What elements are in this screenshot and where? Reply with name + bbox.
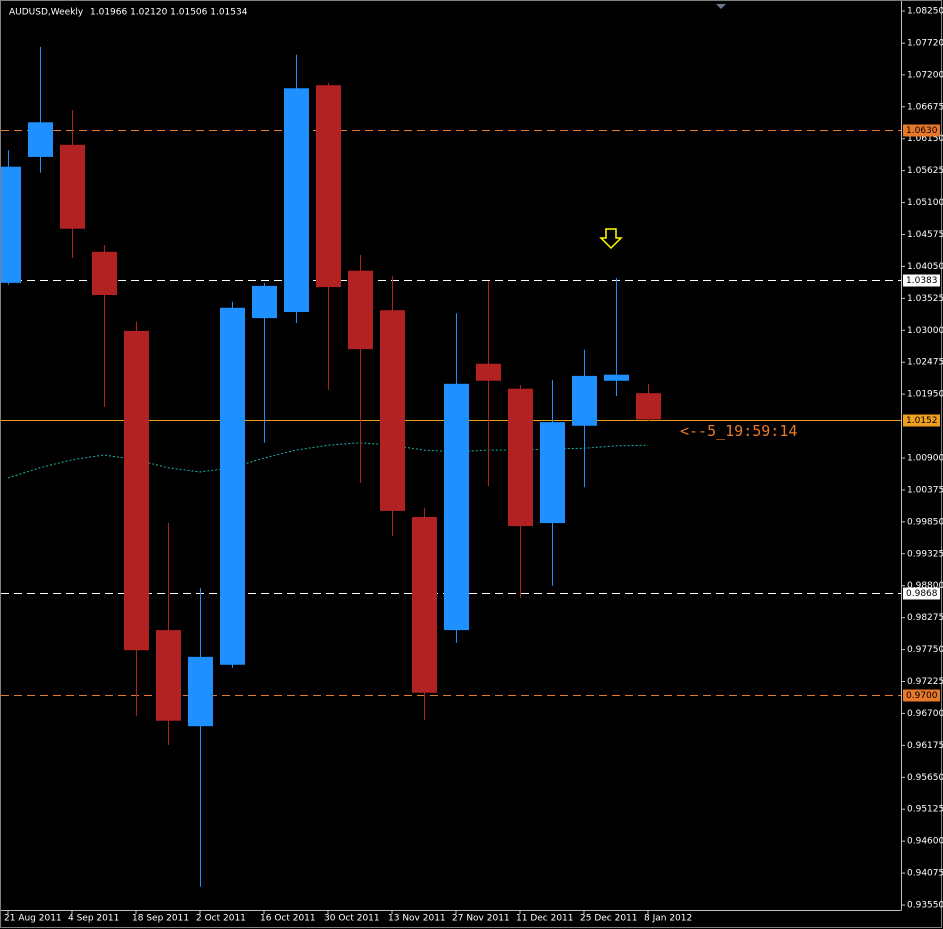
y-tick-label: 1.00375 xyxy=(907,485,943,495)
x-tick-label: 8 Jan 2012 xyxy=(644,914,692,924)
level-label: 1.0383 xyxy=(906,276,938,286)
candle-body xyxy=(220,307,245,665)
countdown: <--5_19:59:14 xyxy=(680,422,797,440)
candle-body xyxy=(124,330,149,651)
x-tick-label: 25 Dec 2011 xyxy=(580,914,638,924)
y-tick-label: 0.99325 xyxy=(907,549,943,559)
candle-body xyxy=(412,516,437,693)
candle-body xyxy=(540,422,565,524)
x-tick-label: 4 Sep 2011 xyxy=(68,914,119,924)
candle-body xyxy=(636,393,661,420)
candle-body xyxy=(284,88,309,313)
x-tick-label: 11 Dec 2011 xyxy=(516,914,574,924)
candle-body xyxy=(380,310,405,511)
y-tick-label: 1.08250 xyxy=(907,7,943,17)
y-tick-label: 0.95650 xyxy=(907,773,943,783)
candle-body xyxy=(508,388,533,527)
candle-body xyxy=(604,374,629,381)
candle-body xyxy=(252,285,277,319)
y-tick-label: 0.99850 xyxy=(907,517,943,527)
plot-area xyxy=(1,46,901,887)
y-tick-label: 0.95125 xyxy=(907,805,943,815)
y-tick-label: 0.96175 xyxy=(907,741,943,751)
y-tick-label: 1.04575 xyxy=(907,230,943,240)
y-tick-label: 1.01950 xyxy=(907,390,943,400)
signal-arrow xyxy=(599,228,623,250)
y-tick-label: 1.00900 xyxy=(907,454,943,464)
level-label-box xyxy=(903,124,940,137)
candle-body xyxy=(572,375,597,426)
ohlc-info: 1.01966 1.02120 1.01506 1.01534 xyxy=(90,8,248,18)
candle-body xyxy=(156,630,181,721)
y-tick-label: 0.94075 xyxy=(907,869,943,879)
chart-title: AUDUSD,Weekly xyxy=(9,8,84,18)
level-label: 0.9700 xyxy=(906,691,938,701)
y-tick-label: 1.03000 xyxy=(907,326,943,336)
y-tick-label: 1.04050 xyxy=(907,262,943,272)
x-tick-label: 16 Oct 2011 xyxy=(260,914,316,924)
y-tick-label: 1.06150 xyxy=(907,134,943,144)
level-label-box xyxy=(903,587,940,600)
level-label-box xyxy=(903,689,940,702)
x-tick-label: 27 Nov 2011 xyxy=(452,914,510,924)
x-tick-label: 2 Oct 2011 xyxy=(196,914,246,924)
y-tick-label: 1.07720 xyxy=(907,39,943,49)
y-tick-label: 0.98275 xyxy=(907,613,943,623)
candle-body xyxy=(476,363,501,381)
level-label: 1.0152 xyxy=(906,416,938,426)
y-tick-label: 1.06675 xyxy=(907,102,943,112)
x-tick-label: 21 Aug 2011 xyxy=(4,914,62,924)
y-tick-label: 1.05625 xyxy=(907,166,943,176)
level-label: 1.0630 xyxy=(906,126,938,136)
candle-body xyxy=(348,270,373,350)
y-tick-label: 0.94600 xyxy=(907,837,943,847)
x-tick-label: 30 Oct 2011 xyxy=(324,914,380,924)
candle-body xyxy=(188,656,213,727)
y-tick-label: 1.05100 xyxy=(907,198,943,208)
y-tick-label: 1.02475 xyxy=(907,358,943,368)
level-label-box xyxy=(903,274,940,287)
y-tick-label: 1.03525 xyxy=(907,294,943,304)
candle-body xyxy=(28,122,53,157)
level-label: 0.9868 xyxy=(906,589,938,599)
y-tick-label: 0.96700 xyxy=(907,709,943,719)
y-tick-label: 0.97225 xyxy=(907,677,943,687)
candle-body xyxy=(92,251,117,296)
x-tick-label: 18 Sep 2011 xyxy=(132,914,189,924)
candle-body xyxy=(316,85,341,288)
x-tick-label: 13 Nov 2011 xyxy=(388,914,446,924)
y-tick-label: 1.07200 xyxy=(907,70,943,80)
y-tick-label: 0.98800 xyxy=(907,581,943,591)
candle-body xyxy=(444,383,469,631)
y-tick-label: 0.93550 xyxy=(907,901,943,911)
shift-marker xyxy=(716,4,726,9)
candle-body xyxy=(60,144,85,229)
y-tick-label: 0.97750 xyxy=(907,645,943,655)
candle-body xyxy=(1,166,21,283)
level-label-box xyxy=(903,414,940,427)
